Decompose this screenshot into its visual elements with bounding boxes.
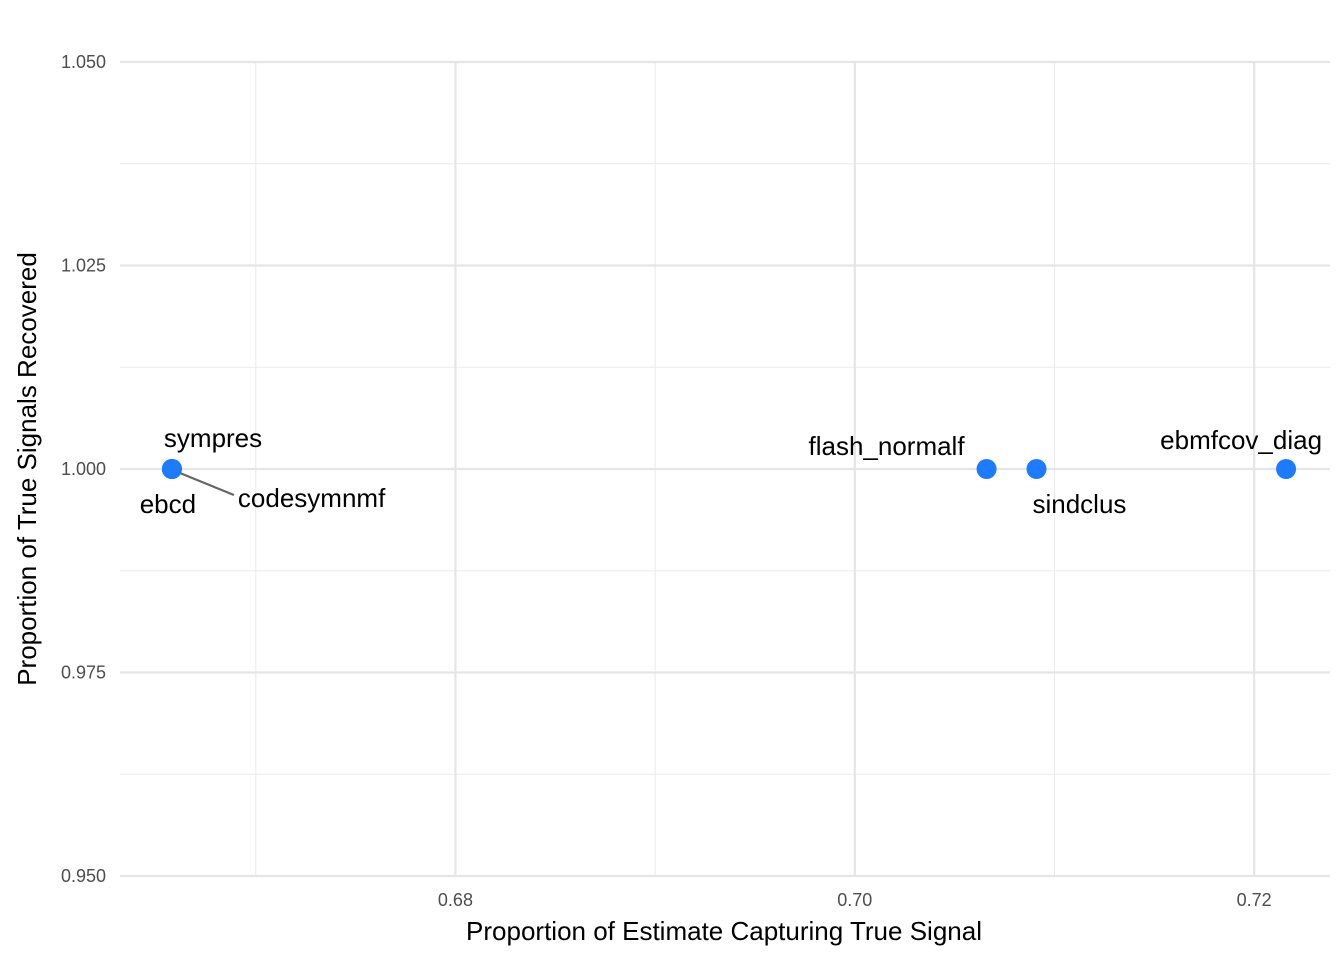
data-point-ebmfcov-diag xyxy=(1276,459,1297,479)
data-points xyxy=(161,459,1297,479)
y-axis-ticks: 0.950 0.975 1.000 1.025 1.050 xyxy=(61,52,106,886)
y-tick-label: 0.975 xyxy=(61,663,106,683)
y-tick-label: 1.050 xyxy=(61,52,106,72)
y-tick-label: 1.000 xyxy=(61,459,106,479)
grid xyxy=(120,60,1330,878)
label-leader-codesymnmf xyxy=(179,471,235,497)
x-tick-label: 0.68 xyxy=(438,890,473,910)
point-label-sympres: sympres xyxy=(164,423,262,453)
point-label-ebmfcov-diag: ebmfcov_diag xyxy=(1160,425,1322,455)
y-axis-title: Proportion of True Signals Recovered xyxy=(12,252,42,686)
point-labels: sympres ebcd codesymnmf flash_normalfsindcl… xyxy=(140,423,1322,519)
point-label-codesymnmf: codesymnmf xyxy=(238,483,386,513)
data-point-codesymnmf xyxy=(161,459,182,479)
data-point-sindclus xyxy=(1026,459,1047,479)
y-tick-label: 0.950 xyxy=(61,866,106,886)
x-axis-title: Proportion of Estimate Capturing True Si… xyxy=(466,916,982,946)
y-tick-label: 1.025 xyxy=(61,256,106,276)
point-label-flash-normalf: flash_normalf xyxy=(808,431,965,461)
x-tick-label: 0.70 xyxy=(837,890,872,910)
label-leaders xyxy=(179,471,235,497)
data-point-flash-normalf xyxy=(976,459,997,479)
x-tick-label: 0.72 xyxy=(1237,890,1272,910)
point-label-sindclus: sindclus xyxy=(1032,489,1126,519)
x-axis-ticks: 0.68 0.70 0.72 xyxy=(438,890,1272,910)
point-label-ebcd: ebcd xyxy=(140,489,196,519)
